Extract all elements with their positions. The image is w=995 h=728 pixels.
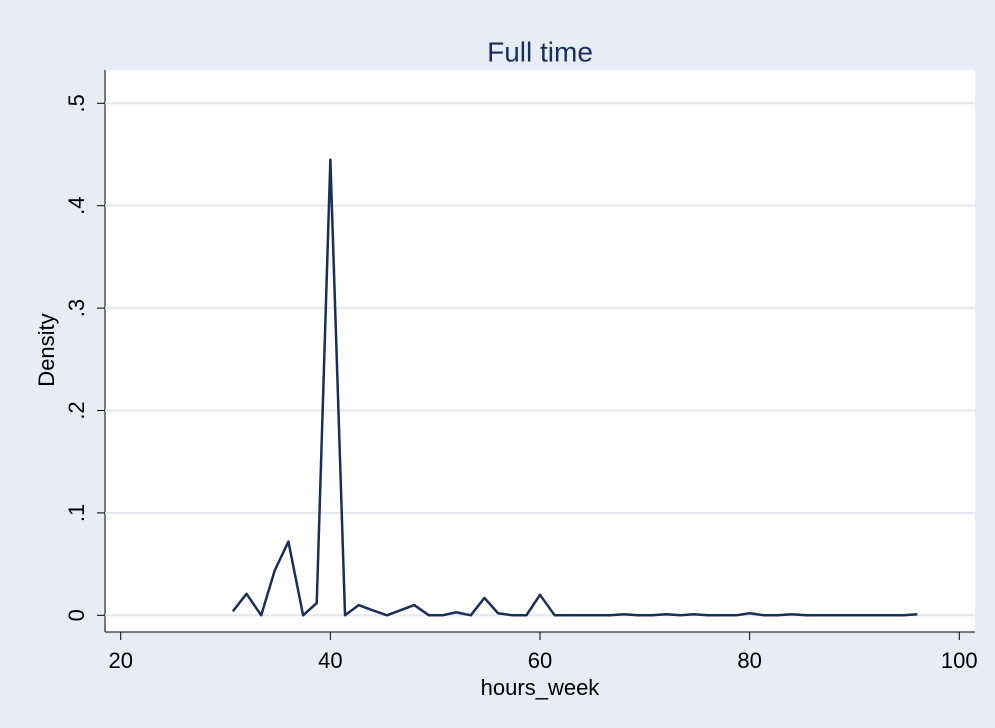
data-line xyxy=(231,158,918,617)
y-tick-label: 0 xyxy=(64,609,89,621)
y-tick-label: .2 xyxy=(64,401,89,419)
y-tick-label: .5 xyxy=(64,94,89,112)
x-tick-label: 60 xyxy=(528,648,552,673)
x-tick-label: 80 xyxy=(737,648,761,673)
y-tick-label: .1 xyxy=(64,504,89,522)
x-tick-label: 40 xyxy=(318,648,342,673)
chart-title: Full time xyxy=(487,36,593,67)
x-tick-label: 20 xyxy=(108,648,132,673)
y-axis-label: Density xyxy=(34,313,59,386)
plot-area xyxy=(105,70,975,632)
x-tick-label: 100 xyxy=(941,648,978,673)
y-tick-label: .4 xyxy=(64,197,89,215)
y-tick-label: .3 xyxy=(64,299,89,317)
x-axis-label: hours_week xyxy=(481,675,601,700)
